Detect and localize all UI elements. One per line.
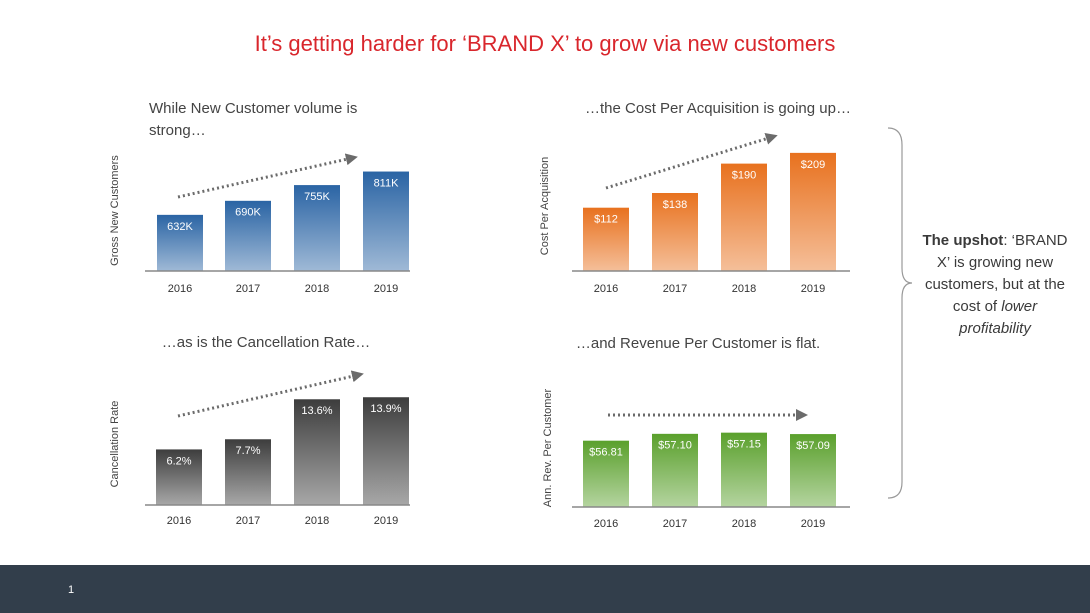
- upshot-bold: The upshot: [922, 232, 1004, 249]
- bar: [225, 439, 271, 505]
- footer: [0, 565, 1090, 613]
- chart-subtitle: …as is the Cancellation Rate…: [162, 334, 370, 351]
- y-axis-label: Ann. Rev. Per Customer: [542, 388, 554, 507]
- chart-subtitle: strong…: [149, 122, 206, 139]
- y-axis-label: Cancellation Rate: [109, 401, 121, 488]
- bar: [652, 193, 698, 271]
- trend-arrow: [605, 133, 778, 190]
- value-label: $57.10: [658, 440, 692, 452]
- value-label: $57.09: [796, 440, 830, 452]
- value-label: 6.2%: [166, 455, 191, 467]
- x-tick-label: 2019: [801, 518, 825, 530]
- bar: [721, 163, 767, 271]
- x-tick-label: 2017: [663, 518, 687, 530]
- value-label: 755K: [304, 191, 330, 203]
- bar: [583, 440, 629, 507]
- y-axis-label: Cost Per Acquisition: [539, 157, 551, 255]
- bar: [294, 185, 340, 271]
- value-label: 13.9%: [370, 403, 401, 415]
- x-tick-label: 2016: [594, 283, 618, 295]
- value-label: $56.81: [589, 447, 623, 459]
- upshot-text: : ‘BRAND X’ is growing new customers, bu…: [924, 232, 1068, 315]
- bar: [363, 397, 409, 505]
- x-tick-label: 2018: [305, 283, 329, 295]
- value-label: $138: [663, 199, 687, 211]
- chart-subtitle: While New Customer volume is: [149, 100, 357, 117]
- value-label: 13.6%: [301, 405, 332, 417]
- x-tick-label: 2017: [663, 283, 687, 295]
- x-tick-label: 2018: [305, 515, 329, 527]
- value-label: $190: [732, 170, 756, 182]
- value-label: $209: [801, 159, 825, 171]
- brace: [887, 127, 913, 499]
- x-tick-label: 2016: [594, 518, 618, 530]
- upshot-italic: lower profitability: [959, 298, 1038, 337]
- value-label: $112: [594, 214, 618, 226]
- bar: [156, 449, 202, 505]
- value-label: $57.15: [727, 439, 761, 451]
- trend-arrows: [177, 133, 808, 421]
- bar: [363, 171, 409, 271]
- bar: [225, 200, 271, 271]
- value-label: 7.7%: [235, 445, 260, 457]
- upshot: The upshot: ‘BRAND X’ is growing new cus…: [920, 230, 1070, 340]
- value-label: 632K: [167, 221, 193, 233]
- bar: [652, 433, 698, 507]
- x-tick-label: 2019: [374, 283, 398, 295]
- bar: [790, 152, 836, 271]
- bar: [157, 214, 203, 271]
- trend-arrow: [177, 370, 364, 418]
- bar: [790, 434, 836, 507]
- x-tick-label: 2019: [801, 283, 825, 295]
- x-tick-label: 2018: [732, 283, 756, 295]
- slide-title: It’s getting harder for ‘BRAND X’ to gro…: [255, 31, 836, 56]
- x-tick-label: 2016: [167, 515, 191, 527]
- chart-subtitle: …and Revenue Per Customer is flat.: [576, 335, 820, 352]
- chart-subtitle: …the Cost Per Acquisition is going up…: [585, 100, 851, 117]
- x-tick-label: 2016: [168, 283, 192, 295]
- bar: [294, 399, 340, 505]
- page-number: 1: [68, 584, 74, 596]
- value-label: 811K: [374, 177, 400, 189]
- value-label: 690K: [235, 207, 261, 219]
- x-tick-label: 2018: [732, 518, 756, 530]
- y-axis-label: Gross New Customers: [109, 155, 121, 266]
- bar: [721, 432, 767, 507]
- x-tick-label: 2017: [236, 283, 260, 295]
- x-tick-label: 2017: [236, 515, 260, 527]
- x-tick-label: 2019: [374, 515, 398, 527]
- bar: [583, 207, 629, 271]
